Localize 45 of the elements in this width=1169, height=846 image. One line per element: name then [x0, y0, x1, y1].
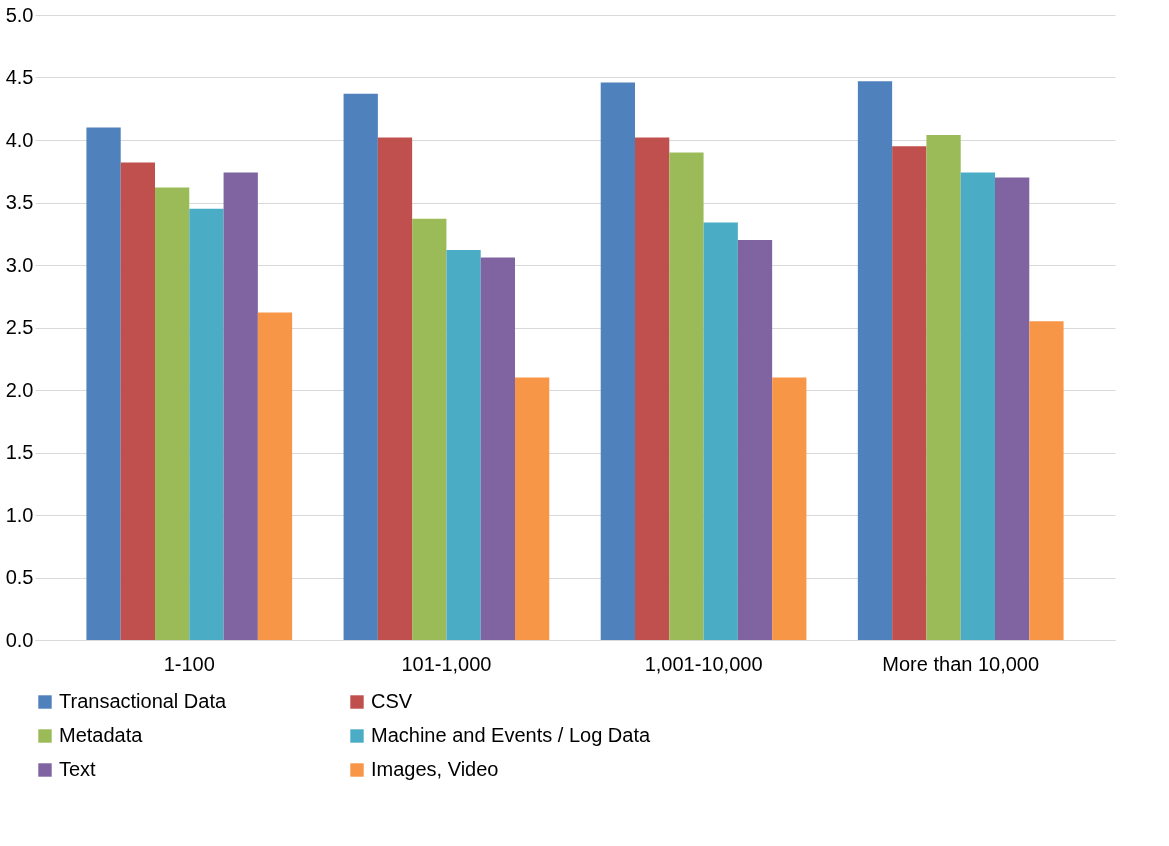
- bar: [995, 177, 1030, 640]
- bar: [737, 240, 773, 640]
- bar: [515, 377, 550, 640]
- bar: [377, 137, 413, 640]
- bar: [1029, 321, 1064, 640]
- bar: [446, 250, 481, 640]
- bar: [412, 218, 447, 640]
- y-tick-label: 3.5: [5, 191, 34, 213]
- y-tick-label: 2.0: [5, 378, 34, 401]
- bar: [189, 208, 224, 640]
- x-tick-label: More than 10,000: [882, 652, 1040, 675]
- bar: [892, 146, 927, 640]
- bar: [669, 152, 704, 640]
- legend-label: Text: [59, 758, 97, 780]
- x-tick-label: 1-100: [163, 652, 215, 675]
- y-tick-label: 1.5: [5, 441, 34, 463]
- y-tick-label: 4.5: [5, 66, 34, 88]
- y-tick-label: 2.5: [5, 316, 34, 338]
- bar: [772, 377, 807, 640]
- bar: [926, 135, 961, 640]
- x-tick-label: 1,001-10,000: [644, 652, 763, 675]
- legend-label: Metadata: [59, 724, 144, 746]
- bar: [223, 172, 258, 640]
- bar: [86, 127, 121, 640]
- y-tick-label: 0.5: [5, 566, 34, 588]
- bar: [120, 162, 155, 640]
- y-tick-label: 5.0: [5, 3, 34, 26]
- bar: [480, 257, 515, 640]
- bar: [343, 93, 378, 640]
- legend-label: Transactional Data: [59, 690, 227, 712]
- y-tick-label: 0.0: [5, 628, 34, 651]
- bar: [600, 82, 635, 640]
- bar: [857, 81, 893, 640]
- bar: [635, 137, 670, 640]
- legend-label: CSV: [371, 690, 413, 712]
- bar: [257, 312, 293, 640]
- bar: [155, 187, 190, 640]
- x-tick-label: 101-1,000: [401, 652, 492, 675]
- bar: [960, 172, 995, 640]
- y-tick-label: 1.0: [5, 503, 34, 526]
- legend-label: Machine and Events / Log Data: [371, 724, 651, 746]
- y-tick-label: 4.0: [5, 128, 34, 151]
- bar: [703, 222, 738, 640]
- legend-label: Images, Video: [371, 758, 499, 780]
- y-tick-label: 3.0: [5, 253, 34, 276]
